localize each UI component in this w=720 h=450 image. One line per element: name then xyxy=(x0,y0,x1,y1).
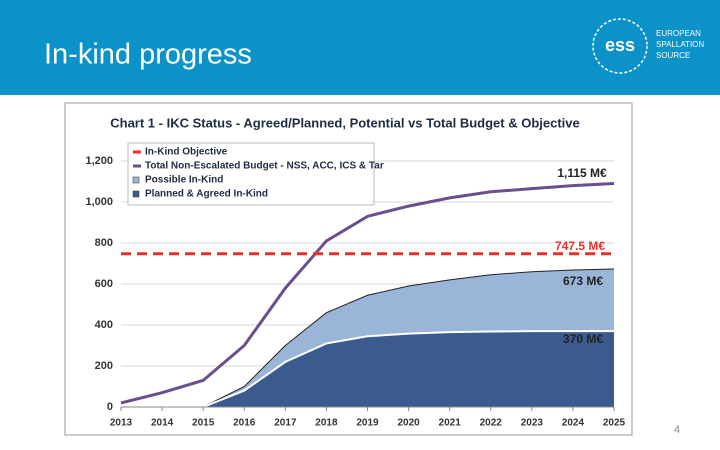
legend-label: Total Non-Escalated Budget - NSS, ACC, I… xyxy=(145,161,384,172)
legend-swatch xyxy=(132,176,140,184)
y-tick-label: 200 xyxy=(95,360,113,372)
y-tick-label: 0 xyxy=(107,401,113,413)
legend-label: Planned & Agreed In-Kind xyxy=(145,189,268,200)
legend-label: In-Kind Objective xyxy=(145,147,228,158)
legend-swatch xyxy=(132,190,140,198)
legend-box xyxy=(127,142,375,206)
x-tick-label: 2024 xyxy=(562,418,585,429)
line xyxy=(120,182,615,405)
annotation: 1,115 M€ xyxy=(557,166,607,180)
logo-ring xyxy=(592,18,648,74)
x-tick-label: 2020 xyxy=(397,418,420,429)
x-tick-label: 2018 xyxy=(315,418,338,429)
x-tick-label: 2022 xyxy=(480,418,503,429)
logo-text: SOURCE xyxy=(656,51,690,60)
logo-text: SPALLATION xyxy=(656,40,704,49)
annotation: 370 M€ xyxy=(563,332,603,346)
area xyxy=(203,331,614,407)
logo-mark: ess xyxy=(605,35,635,55)
header-bar xyxy=(0,0,720,95)
page-number: 4 xyxy=(674,424,680,436)
x-tick-label: 2025 xyxy=(603,418,626,429)
y-tick-label: 1,200 xyxy=(85,155,113,167)
annotation: 673 M€ xyxy=(563,274,603,288)
x-tick-label: 2015 xyxy=(192,418,215,429)
chart-title: Chart 1 - IKC Status - Agreed/Planned, P… xyxy=(110,115,580,130)
annotation: 747.5 M€ xyxy=(555,239,605,253)
x-tick-label: 2017 xyxy=(274,418,297,429)
legend-label: Possible In-Kind xyxy=(145,175,223,186)
x-tick-label: 2013 xyxy=(110,418,133,429)
x-tick-label: 2014 xyxy=(151,418,174,429)
logo-text: EUROPEAN xyxy=(656,29,701,38)
x-tick-label: 2019 xyxy=(356,418,379,429)
logo: ess EUROPEAN SPALLATION SOURCE xyxy=(592,18,704,74)
y-tick-label: 400 xyxy=(95,319,113,331)
x-tick-label: 2016 xyxy=(233,418,256,429)
x-tick-label: 2021 xyxy=(439,418,462,429)
x-tick-label: 2023 xyxy=(521,418,544,429)
y-tick-label: 1,000 xyxy=(85,196,113,208)
area-edge xyxy=(202,330,614,408)
slide-title: In-kind progress xyxy=(44,39,252,71)
y-tick-label: 800 xyxy=(95,237,113,249)
area-edge xyxy=(202,268,615,408)
y-tick-label: 600 xyxy=(95,278,113,290)
